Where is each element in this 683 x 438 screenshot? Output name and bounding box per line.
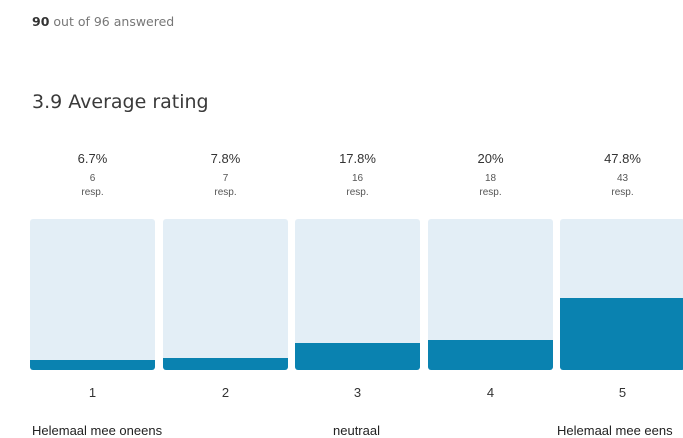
rating-value-3: 3	[353, 385, 362, 400]
column-header-2: 7.8% 7 resp.	[163, 150, 288, 200]
response-unit: resp.	[346, 187, 369, 198]
rating-bar-5[interactable]	[560, 219, 683, 370]
bar-fill	[295, 343, 420, 370]
scale-anchor-low: Helemaal mee oneens	[32, 423, 163, 438]
answered-count: 90	[32, 14, 50, 29]
bar-fill	[428, 339, 553, 370]
rating-value-5: 5	[618, 385, 627, 400]
bar-fill	[560, 297, 683, 370]
scale-anchor-mid: neutraal	[333, 423, 380, 438]
rating-value-4: 4	[486, 385, 495, 400]
response-count: 16	[351, 173, 364, 184]
response-count: 7	[222, 173, 229, 184]
average-rating: 3.9 Average rating	[32, 91, 209, 113]
rating-bar-1[interactable]	[30, 219, 155, 370]
rating-bar-4[interactable]	[428, 219, 553, 370]
percent-label: 7.8%	[210, 151, 241, 166]
rating-value-2: 2	[221, 385, 230, 400]
response-unit: resp.	[81, 187, 104, 198]
rating-value-1: 1	[88, 385, 97, 400]
percent-label: 6.7%	[77, 151, 108, 166]
response-count: 6	[89, 173, 96, 184]
column-header-4: 20% 18 resp.	[428, 150, 553, 200]
column-header-3: 17.8% 16 resp.	[295, 150, 420, 200]
response-count: 18	[484, 173, 497, 184]
rating-bar-2[interactable]	[163, 219, 288, 370]
bar-fill	[30, 359, 155, 370]
percent-label: 20%	[477, 151, 504, 166]
answered-text: out of 96 answered	[53, 14, 175, 29]
response-unit: resp.	[214, 187, 237, 198]
column-header-5: 47.8% 43 resp.	[560, 150, 683, 200]
scale-anchor-high: Helemaal mee eens	[557, 423, 673, 438]
response-count: 43	[616, 173, 629, 184]
answered-summary: 90 out of 96 answered	[32, 14, 174, 29]
percent-label: 47.8%	[604, 151, 641, 166]
column-header-1: 6.7% 6 resp.	[30, 150, 155, 200]
rating-bar-3[interactable]	[295, 219, 420, 370]
response-unit: resp.	[611, 187, 634, 198]
response-unit: resp.	[479, 187, 502, 198]
percent-label: 17.8%	[339, 151, 376, 166]
bar-fill	[163, 358, 288, 370]
